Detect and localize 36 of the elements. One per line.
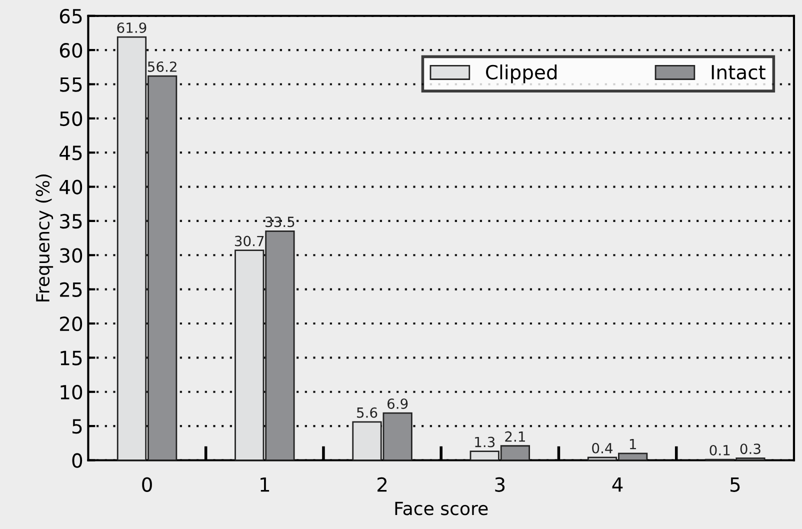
data-label: 1.3 [475, 436, 495, 448]
x-tick-label: 2 [378, 477, 387, 492]
x-tick-label: 3 [495, 477, 505, 492]
data-label: 0.4 [592, 442, 613, 454]
y-tick-label: 45 [60, 146, 82, 160]
data-label: 0.1 [710, 444, 730, 456]
x-axis-title: Face score [395, 502, 488, 516]
y-tick-label: 60 [60, 43, 82, 58]
y-tick-label: 20 [60, 316, 82, 332]
y-tick-label: 40 [60, 180, 82, 194]
data-label: 61.9 [117, 22, 146, 33]
y-tick-label: 50 [60, 111, 82, 126]
data-label: 2.1 [505, 431, 525, 442]
data-label: 56.2 [148, 61, 176, 72]
y-tick-label: 25 [60, 282, 82, 297]
data-label: 33.5 [266, 216, 294, 228]
y-tick-label: 5 [72, 419, 82, 434]
data-label: 5.6 [357, 407, 378, 418]
y-tick-label: 10 [60, 384, 82, 400]
y-tick-label: 0 [72, 453, 82, 468]
x-tick-label: 1 [260, 477, 270, 492]
y-tick-label: 55 [60, 77, 82, 92]
y-tick-label: 65 [60, 8, 82, 24]
legend-label: Clipped [486, 64, 557, 84]
data-label: 6.9 [388, 398, 408, 409]
y-tick-label: 35 [60, 214, 82, 229]
y-tick-label: 15 [60, 350, 82, 366]
x-tick-label: 4 [612, 477, 623, 492]
y-axis-title: Frequency (%) [36, 174, 54, 302]
data-label: 1 [630, 438, 636, 450]
x-tick-label: 0 [142, 477, 152, 492]
data-label: 0.3 [740, 444, 760, 454]
y-tick-label: 30 [60, 248, 82, 263]
x-tick-label: 5 [730, 477, 740, 492]
data-label: 30.7 [234, 236, 264, 246]
legend-label: Intact [712, 65, 766, 80]
